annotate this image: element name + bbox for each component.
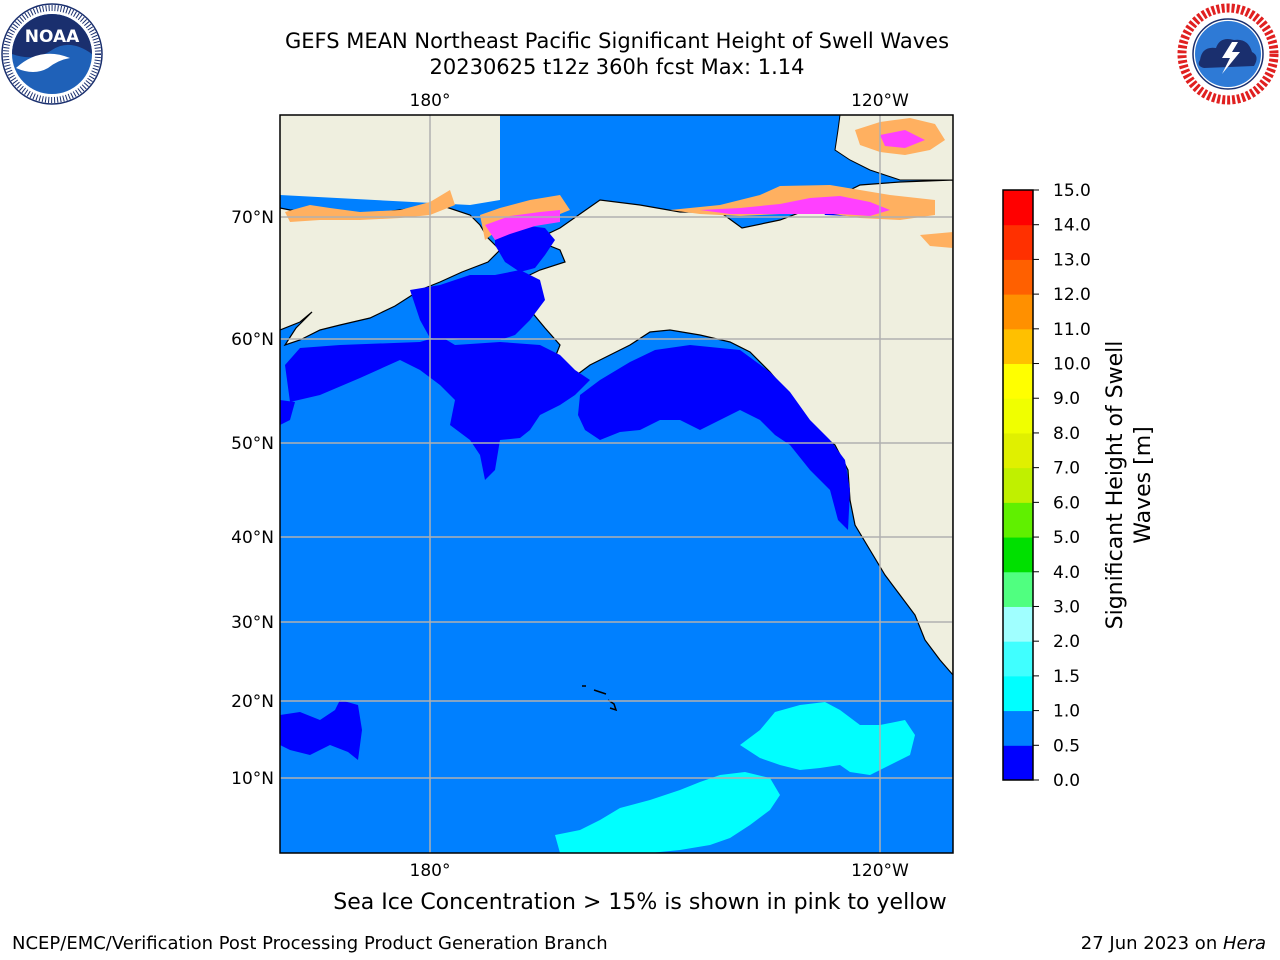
colorbar-segment-3 — [1003, 641, 1033, 677]
land-siberia-top — [280, 115, 500, 205]
swell-mid-central — [740, 702, 915, 775]
map-area — [280, 115, 953, 853]
lon-label-top-0: 180° — [410, 91, 451, 111]
sea-ice-note: Sea Ice Concentration > 15% is shown in … — [333, 890, 947, 915]
colorbar-tick-label-16: 14.0 — [1053, 216, 1091, 236]
colorbar-tick-label-8: 6.0 — [1053, 493, 1080, 513]
lon-label-top-1: 120°W — [851, 91, 909, 111]
colorbar-tick-label-7: 5.0 — [1053, 528, 1080, 548]
colorbar-segment-15 — [1003, 224, 1033, 260]
lat-label-5: 20°N — [231, 692, 274, 712]
colorbar-segment-13 — [1003, 294, 1033, 330]
graticule — [280, 115, 953, 853]
chart-title: GEFS MEAN Northeast Pacific Significant … — [284, 29, 950, 53]
colorbar-tick-label-17: 15.0 — [1053, 181, 1091, 201]
nws-logo — [1176, 2, 1280, 106]
colorbar-segment-12 — [1003, 328, 1033, 365]
sea-ice-siberian-orange — [285, 190, 455, 222]
colorbar-tick-label-5: 3.0 — [1053, 597, 1080, 617]
colorbar-segment-0 — [1003, 745, 1033, 781]
swell-low-west-pacific — [280, 700, 362, 760]
colorbar-segment-16 — [1003, 190, 1033, 226]
colorbar-tick-label-11: 9.0 — [1053, 389, 1080, 409]
lat-label-6: 10°N — [231, 769, 274, 789]
colorbar-segment-5 — [1003, 571, 1033, 607]
lat-label-0: 70°N — [231, 208, 274, 228]
colorbar-label-line2: Waves [m] — [1131, 426, 1156, 543]
lon-label-bottom-0: 180° — [410, 861, 451, 881]
hawaii-islands — [582, 685, 618, 712]
colorbar-tick-label-4: 2.0 — [1053, 632, 1080, 652]
swell-mid-south — [555, 772, 780, 853]
colorbar-segment-8 — [1003, 467, 1033, 503]
colorbar-label-line1: Significant Height of Swell — [1103, 341, 1128, 630]
chart-subtitle: 20230625 t12z 360h fcst Max: 1.14 — [429, 55, 805, 79]
footer-date: 27 Jun 2023 on Hera — [1081, 933, 1266, 954]
footer-date-text: 27 Jun 2023 on — [1080, 933, 1223, 954]
colorbar-tick-label-9: 7.0 — [1053, 459, 1080, 479]
colorbar-segment-10 — [1003, 398, 1033, 434]
colorbar-frame — [1002, 189, 1034, 781]
colorbar: 0.0 0.5 1.0 1.5 2.0 3.0 4.0 5.0 6.0 7.0 8.0 9.0 10.0… — [1002, 181, 1091, 791]
colorbar-segment-11 — [1003, 363, 1033, 399]
colorbar-tick-label-12: 10.0 — [1053, 355, 1091, 375]
swell-low-chukchi — [495, 225, 555, 272]
lon-label-bottom-1: 120°W — [851, 861, 909, 881]
colorbar-segment-7 — [1003, 502, 1033, 538]
colorbar-tick-label-15: 13.0 — [1053, 250, 1091, 270]
colorbar-segment-4 — [1003, 606, 1033, 642]
lat-label-4: 30°N — [231, 613, 274, 633]
map-frame — [279, 114, 954, 854]
swell-low-bering — [285, 336, 590, 480]
lat-label-1: 60°N — [231, 330, 274, 350]
lat-label-3: 40°N — [231, 528, 274, 548]
swell-low-gulf — [578, 345, 850, 530]
sea-ice-beaufort-pink — [700, 196, 890, 216]
swell-low-nw-edge — [280, 400, 295, 425]
colorbar-segment-2 — [1003, 675, 1033, 712]
colorbar-tick-label-1: 0.5 — [1053, 736, 1080, 756]
footer-credit: NCEP/EMC/Verification Post Processing Pr… — [12, 933, 608, 954]
colorbar-segment-1 — [1003, 710, 1033, 746]
colorbar-segment-14 — [1003, 259, 1033, 295]
colorbar-segment-9 — [1003, 432, 1033, 469]
colorbar-tick-label-3: 1.5 — [1053, 667, 1080, 687]
lat-label-2: 50°N — [231, 434, 274, 454]
colorbar-tick-label-6: 4.0 — [1053, 563, 1080, 583]
footer-machine: Hera — [1222, 933, 1266, 954]
sea-ice-east-orange — [920, 232, 953, 248]
colorbar-tick-label-13: 11.0 — [1053, 320, 1091, 340]
colorbar-tick-label-10: 8.0 — [1053, 424, 1080, 444]
colorbar-segment-6 — [1003, 537, 1033, 573]
colorbar-tick-label-0: 0.0 — [1053, 771, 1080, 791]
sea-ice-archipelago-pink — [880, 130, 925, 148]
svg-text:NOAA: NOAA — [25, 27, 80, 47]
colorbar-tick-label-14: 12.0 — [1053, 285, 1091, 305]
noaa-logo: NOAA — [0, 2, 104, 106]
colorbar-tick-label-2: 1.0 — [1053, 702, 1080, 722]
swell-low-norton — [410, 270, 545, 340]
